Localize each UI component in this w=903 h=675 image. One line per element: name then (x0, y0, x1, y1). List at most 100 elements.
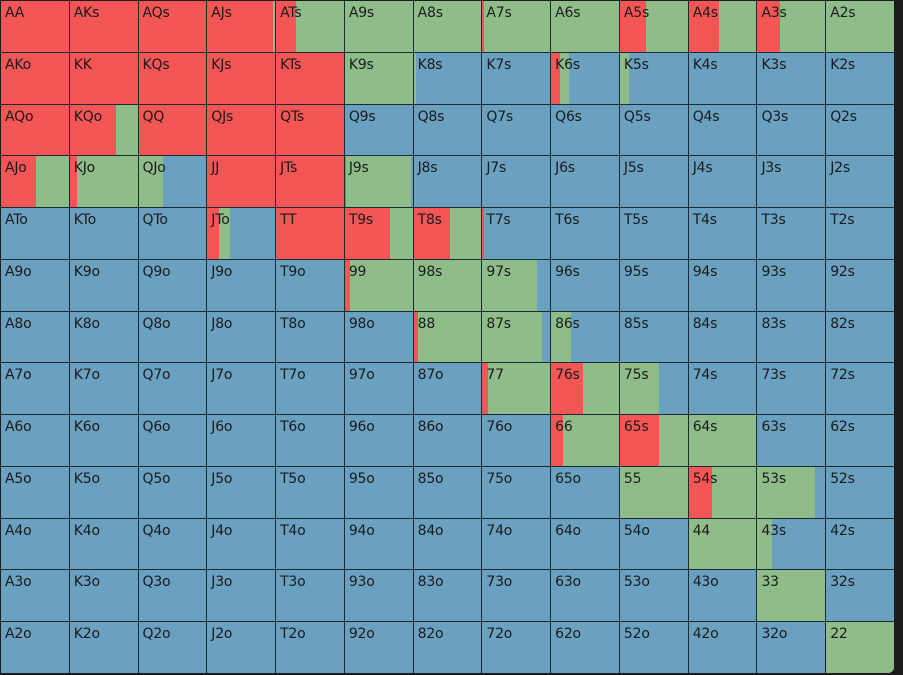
hand-cell-88[interactable]: 88 (413, 311, 482, 363)
hand-cell-Q8o[interactable]: Q8o (138, 311, 207, 363)
hand-cell-TT[interactable]: TT (276, 208, 344, 259)
hand-cell-99[interactable]: 99 (344, 259, 413, 311)
hand-cell-K4o[interactable]: K4o (69, 518, 138, 570)
hand-cell-72s[interactable]: 72s (826, 363, 894, 415)
hand-cell-AKs[interactable]: AKs (69, 1, 138, 52)
hand-cell-T6o[interactable]: T6o (276, 415, 344, 466)
hand-cell-T2o[interactable]: T2o (276, 622, 344, 673)
hand-cell-86s[interactable]: 86s (551, 311, 619, 363)
hand-cell-43o[interactable]: 43o (688, 570, 757, 622)
hand-cell-64o[interactable]: 64o (551, 518, 619, 570)
hand-cell-T7s[interactable]: T7s (482, 208, 551, 259)
hand-cell-54s[interactable]: 54s (688, 466, 757, 518)
hand-cell-84s[interactable]: 84s (688, 311, 757, 363)
hand-cell-Q6s[interactable]: Q6s (551, 104, 619, 156)
hand-cell-93o[interactable]: 93o (344, 570, 413, 622)
hand-cell-K5s[interactable]: K5s (619, 52, 688, 104)
hand-cell-K8s[interactable]: K8s (413, 52, 482, 104)
hand-cell-55[interactable]: 55 (619, 466, 688, 518)
hand-cell-KTo[interactable]: KTo (69, 208, 138, 259)
hand-cell-T3s[interactable]: T3s (757, 208, 826, 259)
hand-cell-Q5o[interactable]: Q5o (138, 466, 207, 518)
hand-cell-KQo[interactable]: KQo (69, 104, 138, 156)
hand-cell-AA[interactable]: AA (1, 1, 69, 52)
hand-cell-A2s[interactable]: A2s (826, 1, 894, 52)
hand-cell-J2s[interactable]: J2s (826, 156, 894, 208)
hand-cell-ATo[interactable]: ATo (1, 208, 69, 259)
hand-cell-32o[interactable]: 32o (757, 622, 826, 673)
hand-cell-K7o[interactable]: K7o (69, 363, 138, 415)
hand-cell-33[interactable]: 33 (757, 570, 826, 622)
hand-cell-Q6o[interactable]: Q6o (138, 415, 207, 466)
hand-cell-63o[interactable]: 63o (551, 570, 619, 622)
hand-cell-53o[interactable]: 53o (619, 570, 688, 622)
hand-cell-T9s[interactable]: T9s (344, 208, 413, 259)
hand-cell-KJo[interactable]: KJo (69, 156, 138, 208)
hand-cell-A6s[interactable]: A6s (551, 1, 619, 52)
hand-cell-A3s[interactable]: A3s (757, 1, 826, 52)
hand-cell-A7o[interactable]: A7o (1, 363, 69, 415)
hand-cell-ATs[interactable]: ATs (276, 1, 344, 52)
hand-cell-T2s[interactable]: T2s (826, 208, 894, 259)
hand-cell-96s[interactable]: 96s (551, 259, 619, 311)
hand-cell-T9o[interactable]: T9o (276, 259, 344, 311)
hand-cell-K8o[interactable]: K8o (69, 311, 138, 363)
hand-cell-22[interactable]: 22 (826, 622, 894, 673)
hand-cell-J9s[interactable]: J9s (344, 156, 413, 208)
hand-cell-QTs[interactable]: QTs (276, 104, 344, 156)
hand-cell-A7s[interactable]: A7s (482, 1, 551, 52)
hand-cell-98s[interactable]: 98s (413, 259, 482, 311)
hand-cell-62s[interactable]: 62s (826, 415, 894, 466)
hand-cell-K3o[interactable]: K3o (69, 570, 138, 622)
hand-cell-K3s[interactable]: K3s (757, 52, 826, 104)
hand-cell-T4o[interactable]: T4o (276, 518, 344, 570)
hand-cell-72o[interactable]: 72o (482, 622, 551, 673)
hand-cell-87o[interactable]: 87o (413, 363, 482, 415)
hand-cell-74s[interactable]: 74s (688, 363, 757, 415)
hand-cell-A8s[interactable]: A8s (413, 1, 482, 52)
hand-cell-J3s[interactable]: J3s (757, 156, 826, 208)
hand-cell-Q2s[interactable]: Q2s (826, 104, 894, 156)
hand-cell-A3o[interactable]: A3o (1, 570, 69, 622)
hand-cell-66[interactable]: 66 (551, 415, 619, 466)
hand-cell-73s[interactable]: 73s (757, 363, 826, 415)
hand-cell-A4o[interactable]: A4o (1, 518, 69, 570)
hand-cell-T5s[interactable]: T5s (619, 208, 688, 259)
hand-cell-84o[interactable]: 84o (413, 518, 482, 570)
hand-cell-Q7s[interactable]: Q7s (482, 104, 551, 156)
hand-cell-J5o[interactable]: J5o (207, 466, 276, 518)
hand-cell-95o[interactable]: 95o (344, 466, 413, 518)
hand-cell-86o[interactable]: 86o (413, 415, 482, 466)
hand-cell-64s[interactable]: 64s (688, 415, 757, 466)
hand-cell-85s[interactable]: 85s (619, 311, 688, 363)
hand-cell-AQo[interactable]: AQo (1, 104, 69, 156)
hand-cell-Q5s[interactable]: Q5s (619, 104, 688, 156)
hand-cell-T6s[interactable]: T6s (551, 208, 619, 259)
hand-cell-QJs[interactable]: QJs (207, 104, 276, 156)
hand-cell-73o[interactable]: 73o (482, 570, 551, 622)
hand-cell-J9o[interactable]: J9o (207, 259, 276, 311)
hand-cell-63s[interactable]: 63s (757, 415, 826, 466)
hand-cell-K4s[interactable]: K4s (688, 52, 757, 104)
hand-cell-K5o[interactable]: K5o (69, 466, 138, 518)
hand-cell-54o[interactable]: 54o (619, 518, 688, 570)
hand-cell-93s[interactable]: 93s (757, 259, 826, 311)
hand-cell-J5s[interactable]: J5s (619, 156, 688, 208)
hand-cell-Q7o[interactable]: Q7o (138, 363, 207, 415)
hand-cell-K7s[interactable]: K7s (482, 52, 551, 104)
hand-cell-Q8s[interactable]: Q8s (413, 104, 482, 156)
hand-cell-98o[interactable]: 98o (344, 311, 413, 363)
hand-cell-92o[interactable]: 92o (344, 622, 413, 673)
hand-cell-Q3o[interactable]: Q3o (138, 570, 207, 622)
hand-cell-75o[interactable]: 75o (482, 466, 551, 518)
hand-cell-AQs[interactable]: AQs (138, 1, 207, 52)
hand-cell-43s[interactable]: 43s (757, 518, 826, 570)
hand-cell-53s[interactable]: 53s (757, 466, 826, 518)
hand-cell-92s[interactable]: 92s (826, 259, 894, 311)
hand-cell-A5s[interactable]: A5s (619, 1, 688, 52)
hand-cell-Q3s[interactable]: Q3s (757, 104, 826, 156)
hand-cell-52s[interactable]: 52s (826, 466, 894, 518)
hand-cell-A8o[interactable]: A8o (1, 311, 69, 363)
hand-cell-A9o[interactable]: A9o (1, 259, 69, 311)
hand-cell-74o[interactable]: 74o (482, 518, 551, 570)
